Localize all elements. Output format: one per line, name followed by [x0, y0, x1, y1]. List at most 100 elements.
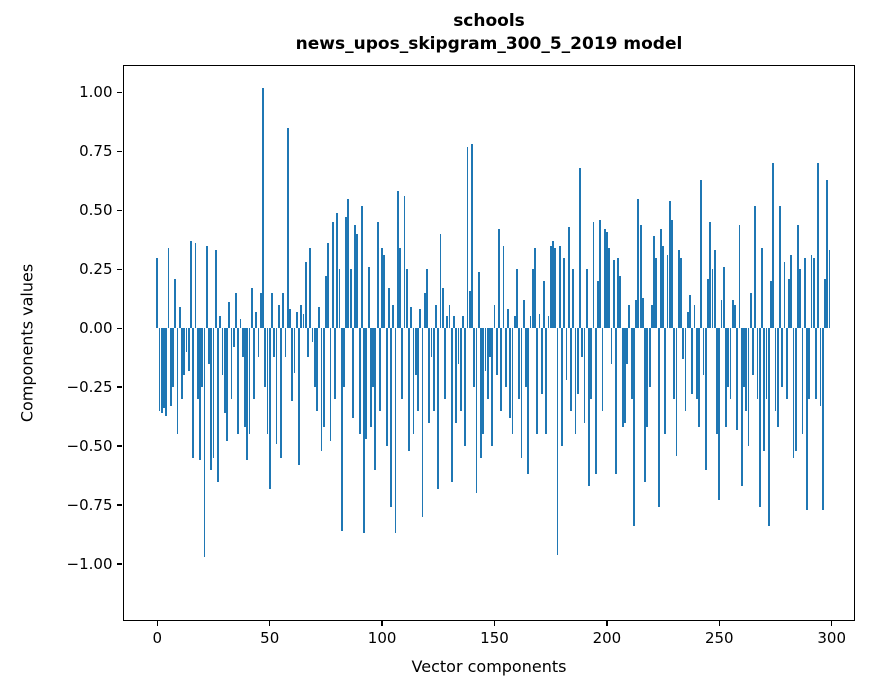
bar — [241, 328, 244, 357]
bar — [817, 163, 820, 329]
bar — [484, 328, 487, 371]
bar — [772, 163, 775, 329]
bar — [291, 328, 294, 402]
bar — [650, 304, 653, 329]
bar — [498, 229, 500, 329]
x-tick-mark — [381, 621, 383, 626]
bar — [280, 328, 282, 458]
x-tick-label: 100 — [367, 628, 397, 647]
bar — [543, 281, 545, 329]
bar — [639, 224, 642, 329]
bar — [480, 328, 482, 458]
bar — [563, 257, 566, 329]
bar — [336, 212, 339, 329]
bar — [237, 328, 240, 435]
bar — [612, 259, 615, 329]
bar — [489, 328, 491, 357]
bar — [662, 245, 664, 329]
bar — [176, 328, 179, 435]
bar — [473, 328, 476, 388]
bar — [581, 328, 584, 357]
bar — [592, 222, 595, 329]
bar — [574, 328, 577, 435]
bar — [781, 328, 784, 388]
bar — [675, 328, 678, 456]
bar — [736, 328, 739, 430]
bar — [374, 328, 377, 470]
bar — [259, 292, 262, 329]
bar — [316, 328, 318, 411]
bar — [221, 328, 224, 376]
bar — [396, 191, 399, 329]
bar — [432, 328, 435, 411]
bar — [774, 328, 777, 411]
bar — [790, 255, 793, 329]
bar — [482, 328, 485, 435]
bar — [570, 328, 572, 411]
bar — [826, 179, 829, 329]
bar — [376, 222, 379, 329]
bar — [603, 229, 606, 329]
bar — [770, 281, 772, 329]
bar — [716, 328, 718, 435]
bar — [223, 328, 226, 414]
bar — [749, 292, 752, 329]
bar — [792, 328, 795, 458]
bar — [556, 328, 559, 555]
bar — [426, 269, 428, 329]
bar — [477, 271, 480, 329]
bar — [702, 328, 705, 376]
bar — [246, 328, 249, 461]
y-tick-mark — [116, 386, 122, 388]
bar — [637, 198, 640, 329]
bar — [824, 278, 826, 329]
bar — [806, 328, 808, 510]
bar — [691, 328, 694, 395]
bar — [329, 328, 332, 442]
bar — [597, 281, 599, 329]
bar — [185, 328, 188, 352]
bar — [214, 250, 217, 329]
y-tick-label: 0.00 — [79, 318, 113, 337]
bar — [430, 328, 433, 357]
bar — [302, 314, 305, 329]
bar — [313, 328, 316, 388]
y-tick-label: 0.50 — [79, 200, 113, 219]
y-tick-mark — [116, 91, 122, 94]
bar — [457, 328, 460, 364]
bar — [284, 328, 287, 357]
bar — [646, 328, 649, 428]
bar — [192, 328, 195, 458]
bar — [468, 290, 471, 329]
bar — [435, 304, 437, 329]
bar — [599, 219, 602, 329]
bar — [293, 328, 296, 374]
bar — [383, 255, 386, 329]
x-tick-mark — [718, 621, 721, 626]
bar — [248, 328, 251, 435]
bar — [437, 328, 440, 489]
bar — [271, 292, 273, 329]
bar — [727, 328, 730, 388]
bar — [799, 269, 802, 329]
bar — [351, 328, 354, 418]
bar — [767, 328, 770, 527]
bar — [819, 328, 822, 407]
bar — [700, 179, 703, 329]
bar — [156, 257, 159, 329]
bar — [187, 328, 190, 371]
bar — [405, 269, 408, 329]
bar — [334, 328, 336, 399]
bar — [682, 328, 685, 359]
y-tick-mark — [116, 563, 122, 565]
bar — [779, 205, 781, 329]
bar — [677, 250, 680, 329]
bar — [304, 262, 307, 329]
bar — [367, 266, 370, 329]
bar — [635, 299, 638, 329]
bar — [345, 217, 348, 329]
bar — [516, 269, 518, 329]
bar — [803, 257, 806, 329]
x-tick-mark — [606, 621, 608, 626]
